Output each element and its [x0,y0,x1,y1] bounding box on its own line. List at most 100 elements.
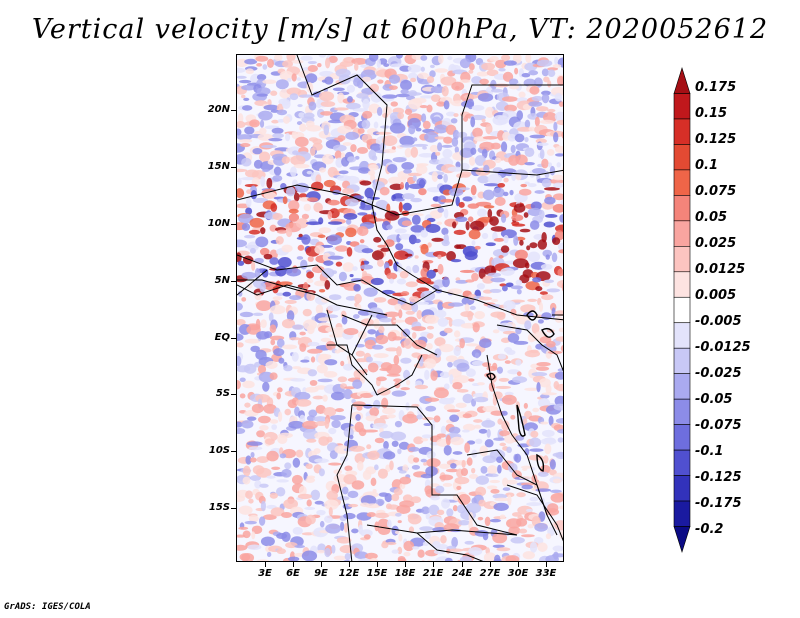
lon-label-21e: 21E [422,568,444,579]
colorbar-label: 0.1 [695,158,719,173]
velocity-cell [458,520,470,526]
velocity-cell [324,359,338,366]
velocity-cell [278,281,293,286]
velocity-cell [431,171,439,182]
velocity-cell [510,285,523,290]
velocity-cell [496,311,506,321]
velocity-cell [387,504,399,510]
velocity-cell [259,516,266,526]
velocity-cell [315,404,326,414]
velocity-cell [314,458,329,463]
velocity-cell [501,394,517,405]
velocity-cell [252,147,263,155]
velocity-cell [537,542,548,552]
velocity-cell [342,188,355,194]
velocity-cell [270,90,278,96]
velocity-cell [395,93,410,98]
velocity-cell [473,419,483,423]
velocity-cell [392,319,406,323]
colorbar-label: 0.15 [695,106,728,121]
velocity-cell [492,544,505,548]
velocity-cell [555,383,563,392]
velocity-cell [248,446,263,451]
velocity-cell [324,280,331,290]
velocity-cell [420,267,429,279]
velocity-cell [372,422,388,429]
velocity-cell [265,438,275,445]
velocity-cell [465,343,480,347]
velocity-cell [355,414,361,421]
velocity-cell [477,92,494,102]
velocity-cell [459,147,474,158]
velocity-cell [484,516,491,527]
velocity-cell [557,268,563,277]
velocity-cell [305,124,322,132]
velocity-cell [301,234,311,245]
velocity-cell [246,416,257,421]
velocity-cell [335,408,344,413]
velocity-cell [529,220,540,230]
velocity-cell [313,448,321,454]
velocity-cell [246,189,252,195]
velocity-cell [439,371,451,379]
velocity-cell [437,174,443,180]
velocity-cell [402,464,409,473]
velocity-cell [513,340,529,345]
velocity-cell [545,340,556,348]
velocity-cell [260,227,266,235]
velocity-cell [318,91,335,102]
country-border [351,314,373,356]
velocity-cell [479,445,489,457]
velocity-cell [389,122,406,134]
velocity-cell [425,223,441,233]
country-border [466,449,548,516]
velocity-cell [404,253,413,257]
velocity-cell [507,332,520,343]
velocity-cell [386,373,401,377]
velocity-cell [327,166,338,178]
velocity-cell [426,450,436,459]
velocity-cell [342,262,354,273]
velocity-cell [512,223,526,227]
velocity-cell [248,498,254,504]
velocity-cell [561,131,563,139]
velocity-cell [482,135,499,140]
velocity-cell [322,252,331,262]
velocity-cell [430,94,441,103]
velocity-cell [300,55,313,61]
velocity-cell [418,179,426,189]
velocity-cell [519,475,532,480]
velocity-cell [478,296,493,301]
velocity-cell [382,451,396,460]
velocity-cell [408,526,415,533]
velocity-cell [241,271,257,279]
velocity-cell [292,324,305,330]
velocity-cell [274,55,283,62]
velocity-cell [318,55,327,58]
velocity-cell [316,509,326,516]
velocity-cell [416,287,430,292]
velocity-cell [289,295,302,301]
velocity-cell [285,132,291,142]
velocity-cell [321,267,335,279]
velocity-cell [471,105,485,111]
velocity-cell [447,409,461,413]
velocity-cell [286,87,302,96]
velocity-cell [344,465,353,472]
velocity-cell [515,173,522,181]
velocity-cell [542,249,553,258]
country-border [296,55,388,206]
colorbar [673,66,691,554]
velocity-cell [414,255,419,259]
velocity-cell [360,392,374,399]
velocity-cell [268,312,274,322]
velocity-cell [312,142,323,151]
velocity-cell [505,282,514,288]
velocity-cell [471,76,482,85]
velocity-cell [237,134,253,141]
lake-outline [541,327,555,338]
velocity-cell [448,317,453,327]
velocity-cell [237,260,245,266]
velocity-cell [561,282,563,292]
velocity-cell [345,218,352,225]
